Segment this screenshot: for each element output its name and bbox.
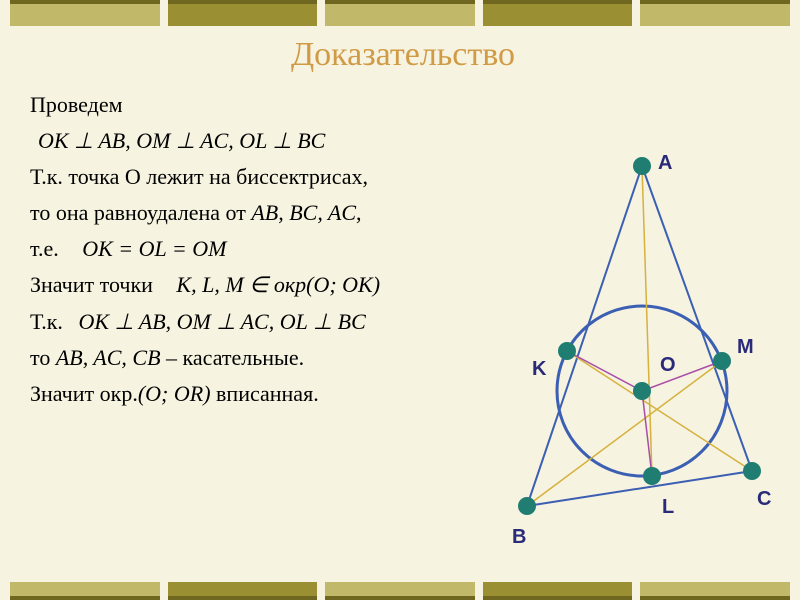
geometry-diagram: A B C K M L O: [472, 136, 782, 556]
tab: [10, 0, 160, 26]
bottom-bar: [168, 582, 318, 600]
diagram-svg: [472, 136, 782, 556]
proof-math: OK ⊥ AB, OM ⊥ AC, OL ⊥ BC: [30, 124, 490, 158]
proof-span: – касательные.: [161, 345, 305, 370]
proof-math: OK ⊥ AB, OM ⊥ AC, OL ⊥ BC: [68, 309, 365, 334]
proof-span: ,: [356, 200, 362, 225]
slide-title: Доказательство: [30, 36, 776, 74]
point-label-C: C: [757, 488, 771, 511]
proof-text: Проведем OK ⊥ AB, OM ⊥ AC, OL ⊥ BC Т.к. …: [30, 86, 490, 413]
proof-span: AB, BC, AC: [251, 200, 356, 225]
point-label-M: M: [737, 336, 754, 359]
bottom-bar: [483, 582, 633, 600]
point-label-O: O: [660, 354, 676, 377]
bottom-bar: [325, 582, 475, 600]
proof-span: Значит точки: [30, 272, 153, 297]
proof-line: Значит точки K, L, M ∈ окр(O; OK): [30, 268, 490, 302]
proof-line: Значит окр.(O; OR) вписанная.: [30, 377, 490, 411]
proof-line: то AB, AC, CB – касательные.: [30, 341, 490, 375]
tab: [483, 0, 633, 26]
slide-content: Доказательство Проведем OK ⊥ AB, OM ⊥ AC…: [0, 36, 800, 580]
top-tabs: [0, 0, 800, 26]
proof-span: т.е.: [30, 236, 59, 261]
proof-line: Т.к. точка O лежит на биссектрисах,: [30, 160, 490, 194]
tab: [640, 0, 790, 26]
proof-span: то она равноудалена от: [30, 200, 251, 225]
proof-line: Т.к. OK ⊥ AB, OM ⊥ AC, OL ⊥ BC: [30, 305, 490, 339]
proof-span: (O; OR): [138, 381, 211, 406]
proof-math: OK = OL = OM: [64, 236, 226, 261]
point-label-B: B: [512, 526, 526, 549]
proof-line: т.е. OK = OL = OM: [30, 232, 490, 266]
point-label-A: A: [658, 152, 672, 175]
proof-math: K, L, M ∈ окр(O; OK): [158, 272, 380, 297]
proof-span: AB, AC, CB: [56, 345, 161, 370]
tab: [168, 0, 318, 26]
bottom-bar: [10, 582, 160, 600]
proof-line: Проведем: [30, 88, 490, 122]
proof-span: Т.к.: [30, 309, 63, 334]
point-label-K: K: [532, 358, 546, 381]
point-label-L: L: [662, 496, 674, 519]
proof-span: то: [30, 345, 56, 370]
bottom-bar: [640, 582, 790, 600]
proof-span: Значит окр.: [30, 381, 138, 406]
tab: [325, 0, 475, 26]
bottom-tabs: [0, 582, 800, 600]
proof-span: вписанная.: [211, 381, 319, 406]
proof-line: то она равноудалена от AB, BC, AC,: [30, 196, 490, 230]
